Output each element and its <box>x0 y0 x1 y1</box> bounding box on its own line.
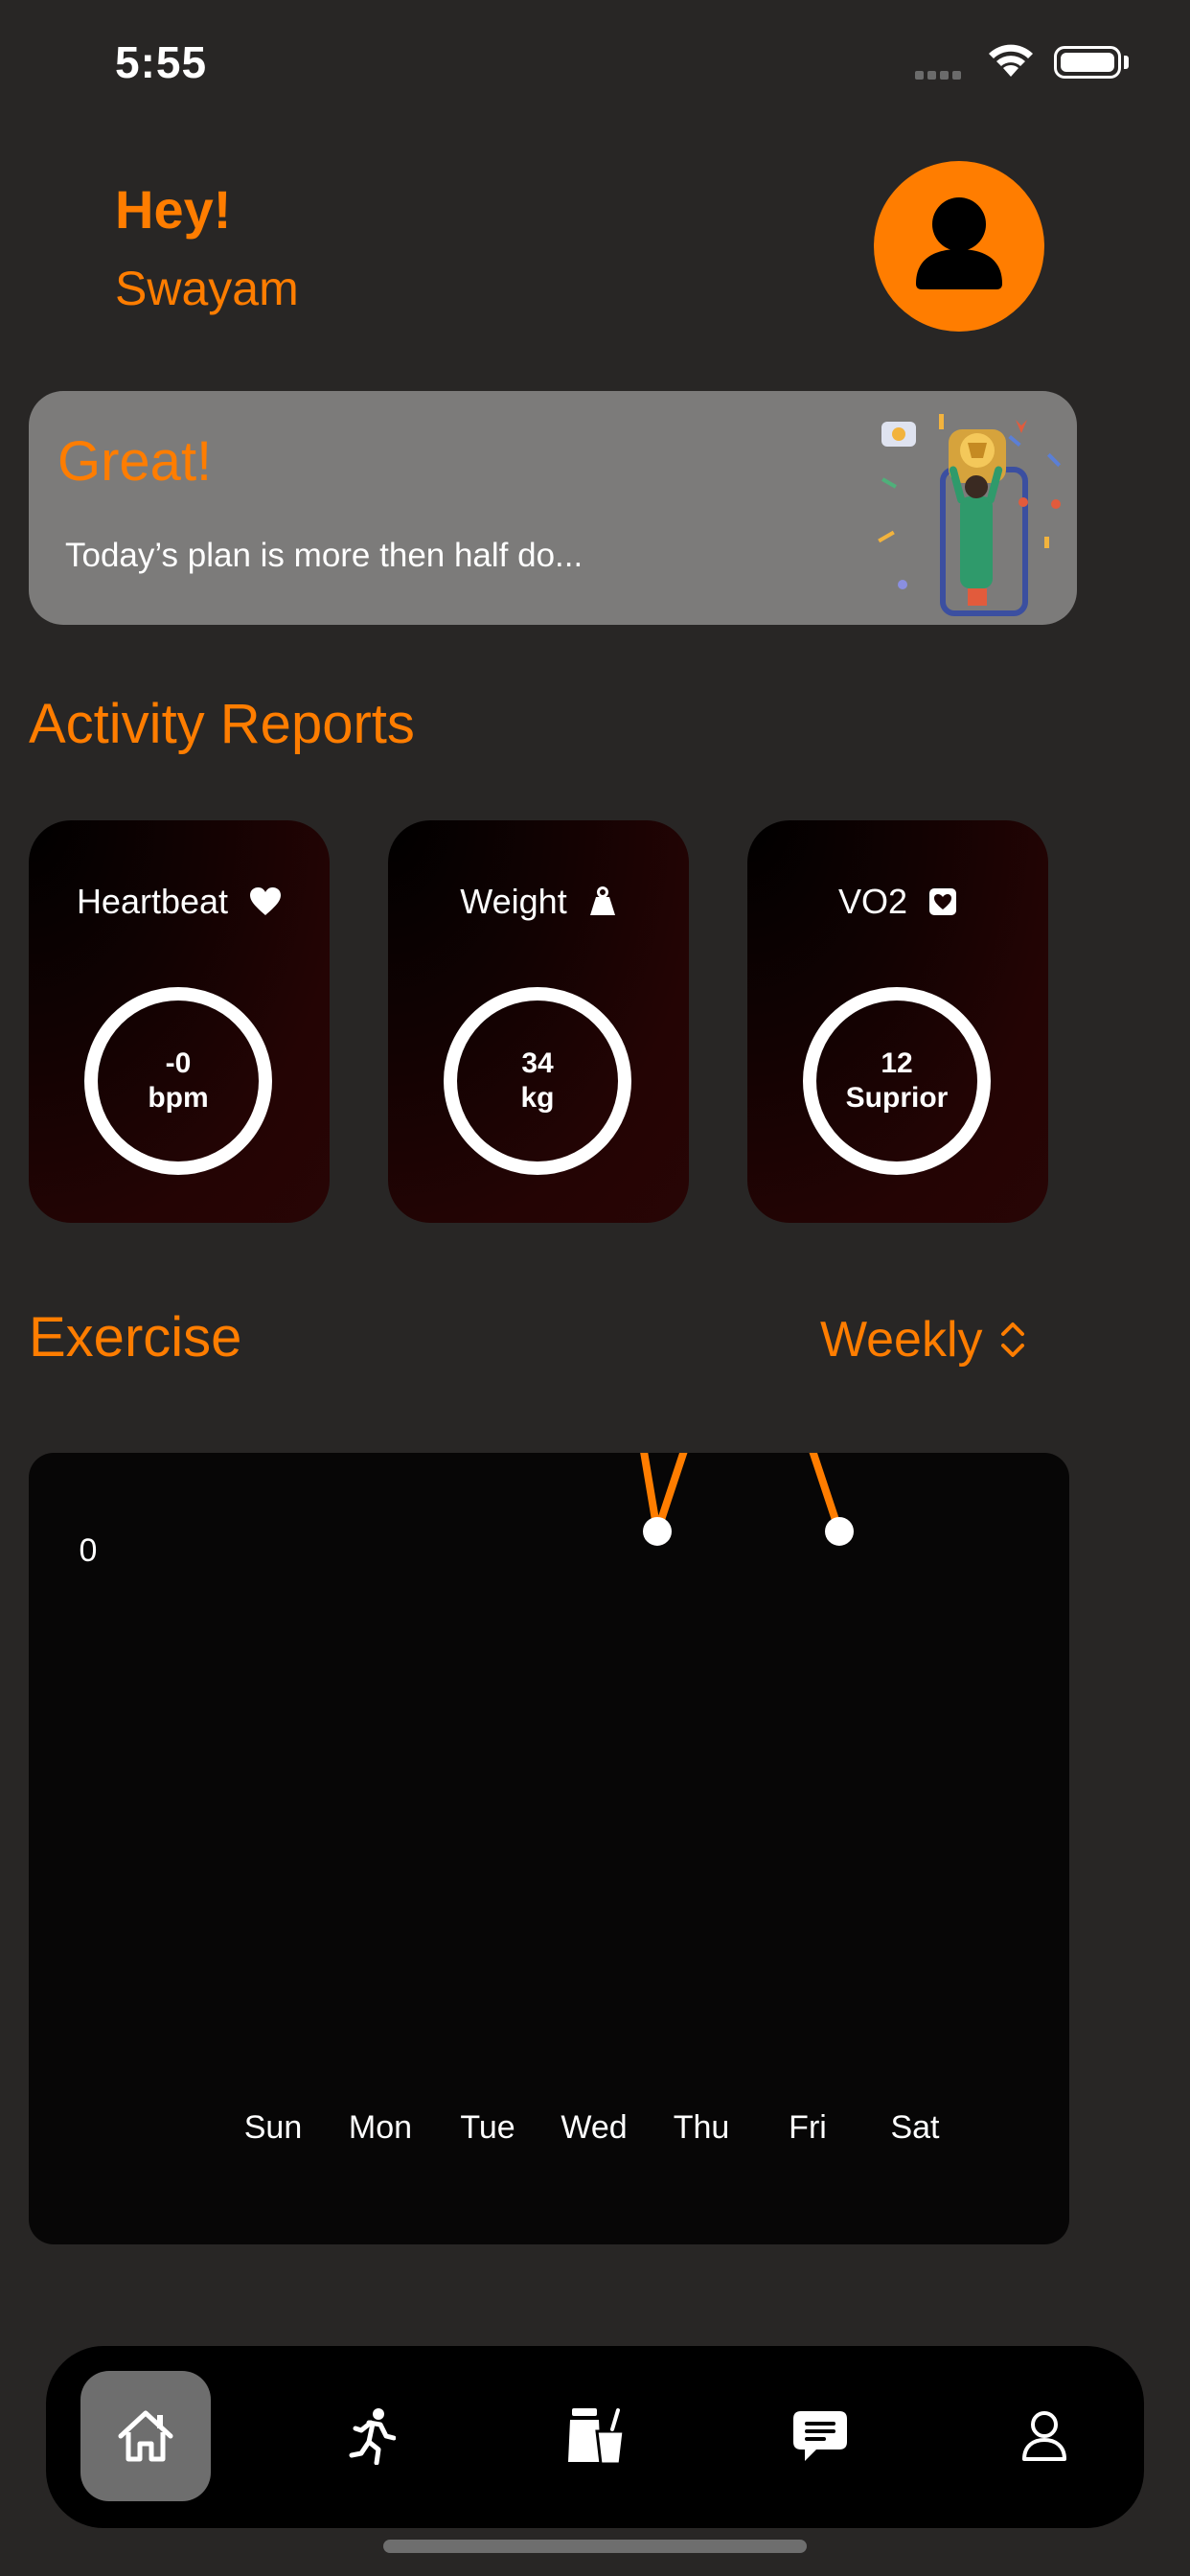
tab-activity[interactable] <box>307 2371 437 2501</box>
weight-value: 34 <box>521 1047 554 1079</box>
username-text: Swayam <box>115 262 299 315</box>
battery-cap <box>1124 56 1129 69</box>
x-tick-label-fri: Fri <box>789 2109 827 2146</box>
y-tick-label: 0 <box>80 1532 98 1569</box>
profile-avatar-button[interactable] <box>874 161 1044 332</box>
cellular-signal-icon <box>915 67 965 84</box>
home-icon <box>118 2410 173 2462</box>
wifi-icon <box>987 42 1035 83</box>
exercise-chart: 08hr8hr8hr8hrSunMonTueWedThuFriSat <box>29 1453 1069 2244</box>
trophy-celebration-illustration <box>878 414 1062 616</box>
weight-unit: kg <box>520 1082 555 1114</box>
x-tick-label-wed: Wed <box>561 2109 627 2146</box>
x-tick-label-tue: Tue <box>460 2109 515 2146</box>
tab-chat[interactable] <box>755 2371 885 2501</box>
card-label: VO2 <box>837 882 908 921</box>
profile-icon <box>1022 2411 1066 2461</box>
range-picker-label: Weekly <box>820 1312 983 1368</box>
data-point-thu[interactable] <box>643 1516 672 1546</box>
range-picker[interactable]: Weekly <box>820 1311 1027 1368</box>
chat-icon <box>793 2411 847 2461</box>
banner-title: Great! <box>57 430 213 493</box>
greeting-text: Hey! <box>115 179 232 240</box>
heartbeat-value: -0 <box>165 1047 192 1079</box>
card-label: Heartbeat <box>76 882 229 921</box>
tab-home[interactable] <box>80 2371 211 2501</box>
vo2-ring: 12 Suprior <box>803 987 991 1175</box>
heartbeat-unit: bpm <box>148 1082 209 1114</box>
card-label: Weight <box>460 882 567 921</box>
weight-card[interactable]: Weight 34 kg <box>388 820 689 1223</box>
running-icon <box>349 2408 396 2465</box>
x-tick-label-mon: Mon <box>349 2109 412 2146</box>
data-point-sat[interactable] <box>825 1516 854 1546</box>
x-tick-label-sat: Sat <box>890 2109 940 2146</box>
activity-reports-title: Activity Reports <box>29 693 415 755</box>
banner-message: Today’s plan is more then half do... <box>65 537 584 574</box>
x-tick-label-sun: Sun <box>244 2109 303 2146</box>
vo2-value: 12 <box>881 1047 913 1079</box>
heartbeat-ring: -0 bpm <box>84 987 272 1175</box>
home-indicator <box>383 2540 807 2553</box>
vo2-card[interactable]: VO2 12 Suprior <box>747 820 1048 1223</box>
exercise-title: Exercise <box>29 1306 242 1368</box>
vo2-unit: Suprior <box>845 1082 949 1114</box>
heartbeat-card[interactable]: Heartbeat -0 bpm <box>29 820 330 1223</box>
tab-food[interactable] <box>531 2371 661 2501</box>
status-time: 5:55 <box>115 37 208 87</box>
heart-square-icon <box>929 888 957 915</box>
series-line <box>640 1453 843 1535</box>
weight-icon <box>589 886 615 915</box>
tab-bar <box>46 2346 1144 2528</box>
weight-ring: 34 kg <box>444 987 631 1175</box>
heart-icon <box>250 887 282 915</box>
person-icon <box>916 197 1002 289</box>
chevron-up-down-icon <box>1000 1322 1024 1357</box>
x-tick-label-thu: Thu <box>674 2109 730 2146</box>
progress-banner[interactable]: Great! Today’s plan is more then half do… <box>29 391 1077 625</box>
tab-profile[interactable] <box>979 2371 1110 2501</box>
exercise-line-chart: 08hr8hr8hr8hrSunMonTueWedThuFriSat <box>80 1453 940 2146</box>
battery-icon <box>1054 46 1121 79</box>
food-icon <box>568 2408 626 2466</box>
